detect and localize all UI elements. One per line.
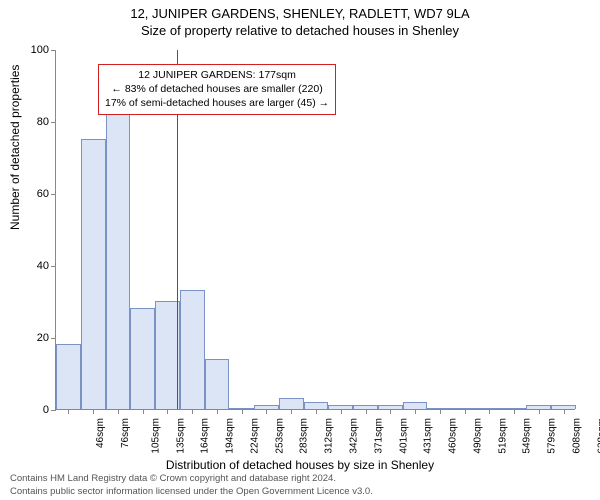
histogram-bar [205,359,230,409]
y-tick-label: 20 [21,332,49,344]
x-tick [68,409,69,414]
x-tick-label: 164sqm [200,418,211,454]
x-tick [291,409,292,414]
x-tick-label: 401sqm [398,418,409,454]
y-tick [51,122,56,123]
histogram-bar [106,114,131,409]
x-tick-label: 105sqm [150,418,161,454]
histogram-bar [155,301,180,409]
y-tick-label: 40 [21,260,49,272]
footer-attribution: Contains HM Land Registry data © Crown c… [10,473,373,498]
x-tick [167,409,168,414]
x-tick-label: 549sqm [522,418,533,454]
x-tick [564,409,565,414]
x-tick [465,409,466,414]
y-tick-label: 60 [21,188,49,200]
x-tick-label: 135sqm [175,418,186,454]
x-tick-label: 431sqm [423,418,434,454]
x-tick [341,409,342,414]
x-tick [242,409,243,414]
footer-line-2: Contains public sector information licen… [10,486,373,498]
y-tick-label: 100 [21,44,49,56]
y-tick [51,194,56,195]
x-tick-label: 46sqm [95,418,106,448]
x-tick-label: 312sqm [324,418,335,454]
x-tick-label: 224sqm [250,418,261,454]
histogram-bar [180,290,205,409]
y-tick [51,338,56,339]
x-tick-label: 342sqm [349,418,360,454]
x-tick [217,409,218,414]
x-tick-label: 371sqm [373,418,384,454]
page-title: 12, JUNIPER GARDENS, SHENLEY, RADLETT, W… [0,0,600,21]
x-tick [366,409,367,414]
x-tick [539,409,540,414]
y-tick [51,50,56,51]
x-tick [266,409,267,414]
annotation-line: 17% of semi-detached houses are larger (… [105,96,329,110]
y-tick [51,266,56,267]
x-tick-label: 579sqm [547,418,558,454]
x-tick [143,409,144,414]
annotation-box: 12 JUNIPER GARDENS: 177sqm← 83% of detac… [98,64,336,115]
y-tick-label: 80 [21,116,49,128]
x-tick-label: 283sqm [299,418,310,454]
histogram-bar [279,398,304,409]
x-tick [390,409,391,414]
x-tick-label: 194sqm [225,418,236,454]
histogram-bar [130,308,155,409]
histogram-bar [304,402,329,409]
x-tick-label: 638sqm [596,418,600,454]
histogram-bar [81,139,106,409]
x-tick-label: 76sqm [120,418,131,448]
x-tick [316,409,317,414]
x-tick-label: 608sqm [571,418,582,454]
histogram-bar [56,344,81,409]
x-tick [514,409,515,414]
x-tick [118,409,119,414]
y-tick [51,410,56,411]
page-subtitle: Size of property relative to detached ho… [0,21,600,38]
annotation-line: 12 JUNIPER GARDENS: 177sqm [105,68,329,82]
x-tick-label: 519sqm [497,418,508,454]
x-tick-label: 490sqm [472,418,483,454]
x-tick-label: 253sqm [274,418,285,454]
footer-line-1: Contains HM Land Registry data © Crown c… [10,473,373,485]
x-axis-label: Distribution of detached houses by size … [0,458,600,472]
x-tick [192,409,193,414]
chart-plot-area: 020406080100 46sqm76sqm105sqm135sqm164sq… [55,50,575,410]
x-tick [440,409,441,414]
x-tick [489,409,490,414]
x-tick [415,409,416,414]
annotation-line: ← 83% of detached houses are smaller (22… [105,82,329,96]
x-tick-label: 460sqm [448,418,459,454]
histogram-bar [403,402,428,409]
x-tick [93,409,94,414]
y-tick-label: 0 [21,404,49,416]
y-axis-label: Number of detached properties [8,65,22,230]
